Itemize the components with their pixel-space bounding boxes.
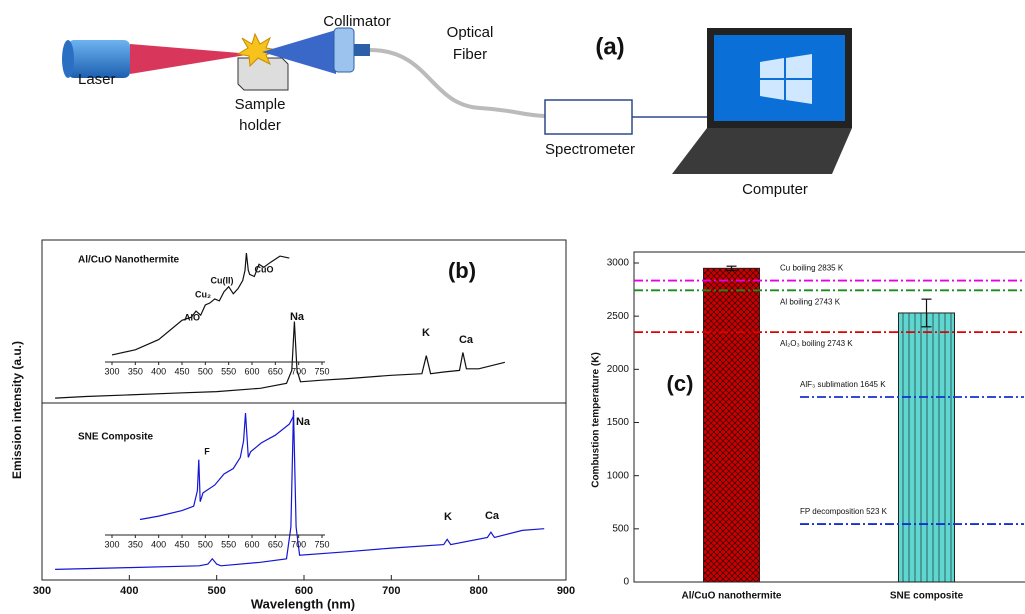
logo — [786, 54, 812, 78]
diagram: Laser Sample holder Collimator Optical F… — [62, 13, 852, 198]
plots: Al/CuO Nanothermite (b) Emission intensity… — [10, 253, 1024, 611]
peak-label: Ca — [459, 334, 474, 346]
y-tick-label: 2500 — [607, 311, 630, 322]
peak-label: Na — [290, 311, 305, 323]
reference-label: AlF₃ sublimation 1645 K — [800, 380, 886, 389]
x-tick-label: Al/CuO nanothermite — [681, 591, 781, 602]
x-tick-label: 400 — [151, 366, 166, 376]
peak-label: F — [204, 446, 210, 456]
x-tick-label: 650 — [268, 539, 283, 549]
sample-holder — [238, 58, 288, 90]
x-axis-label: Wavelength (nm) — [251, 596, 355, 611]
peak-label: K — [444, 511, 452, 523]
x-tick-label: 600 — [295, 585, 313, 597]
y-axis-label: Combustion temperature (K) — [591, 352, 602, 488]
y-tick-label: 1000 — [607, 470, 630, 481]
x-tick-label: 500 — [198, 539, 213, 549]
peak-label: AlO — [184, 312, 200, 322]
x-tick-label: 600 — [244, 366, 259, 376]
y-tick-label: 3000 — [607, 258, 630, 269]
reference-label: Al₂O₃ boiling 2743 K — [780, 339, 853, 348]
spectrum — [55, 322, 505, 399]
peak-label: Cu(II) — [211, 275, 234, 285]
bar — [899, 313, 955, 582]
y-tick-label: 500 — [612, 523, 629, 534]
x-tick-label: 400 — [120, 585, 138, 597]
panel-label: (b) — [448, 258, 476, 283]
x-tick-label: 450 — [174, 539, 189, 549]
plot-frame — [42, 240, 566, 580]
peak-label: Na — [296, 416, 311, 428]
reference-label: FP decomposition 523 K — [800, 507, 888, 516]
spectrum-title: SNE Composite — [78, 432, 153, 443]
laser-end — [62, 40, 74, 78]
node-label: holder — [239, 117, 281, 134]
y-tick-label: 2000 — [607, 364, 630, 375]
node-label: Computer — [742, 181, 808, 198]
y-tick-label: 0 — [623, 577, 629, 588]
spectrum-title: Al/CuO Nanothermite — [78, 255, 180, 266]
y-axis-label: Emission intensity (a.u.) — [10, 341, 24, 479]
x-tick-label: 300 — [104, 539, 119, 549]
collimator-port — [354, 44, 370, 56]
logo — [786, 80, 812, 104]
laptop-base — [672, 128, 852, 174]
x-tick-label: 600 — [244, 539, 259, 549]
y-tick-label: 1500 — [607, 417, 630, 428]
x-tick-label: 900 — [557, 585, 575, 597]
peak-label: Ca — [485, 510, 500, 522]
node-label: Optical — [447, 24, 494, 41]
x-tick-label: SNE composite — [890, 591, 964, 602]
x-tick-label: 450 — [174, 366, 189, 376]
collimator — [334, 28, 354, 72]
peak-label: K — [422, 327, 430, 339]
reference-label: Al boiling 2743 K — [780, 297, 841, 306]
node-label: Collimator — [323, 13, 391, 30]
spectrum — [140, 413, 294, 520]
x-tick-label: 700 — [382, 585, 400, 597]
x-tick-label: 700 — [291, 539, 306, 549]
x-tick-label: 350 — [128, 539, 143, 549]
x-tick-label: 750 — [314, 366, 329, 376]
x-tick-label: 350 — [128, 366, 143, 376]
panel-label: (c) — [667, 371, 694, 396]
laser-beam — [130, 44, 252, 74]
x-tick-label: 300 — [33, 585, 51, 597]
x-tick-label: 550 — [221, 366, 236, 376]
x-tick-label: 750 — [314, 539, 329, 549]
x-tick-label: 500 — [198, 366, 213, 376]
x-tick-label: 700 — [291, 366, 306, 376]
peak-label: CuO — [255, 264, 274, 274]
reference-label: Cu boiling 2835 K — [780, 264, 844, 273]
x-tick-label: 500 — [207, 585, 225, 597]
x-tick-label: 400 — [151, 539, 166, 549]
node-label: Laser — [78, 71, 116, 88]
node-label: Sample — [235, 96, 286, 113]
x-tick-label: 800 — [469, 585, 487, 597]
x-tick-label: 650 — [268, 366, 283, 376]
peak-label: Cu₂ — [195, 289, 211, 299]
spectrometer — [545, 100, 632, 134]
node-label: Fiber — [453, 46, 487, 63]
node-label: Spectrometer — [545, 141, 635, 158]
bar — [704, 268, 760, 582]
x-tick-label: 550 — [221, 539, 236, 549]
x-tick-label: 300 — [104, 366, 119, 376]
panel-label: (a) — [595, 33, 624, 60]
figure: Laser Sample holder Collimator Optical F… — [0, 0, 1025, 614]
